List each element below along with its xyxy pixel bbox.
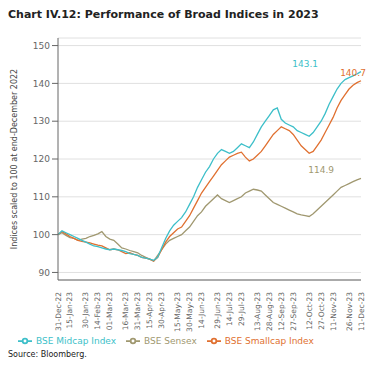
svg-text:29-Jul-23: 29-Jul-23 — [237, 292, 246, 326]
svg-text:100: 100 — [33, 230, 50, 240]
svg-text:11-Nov-23: 11-Nov-23 — [329, 292, 338, 331]
html-text:BSE Midcap Index: BSE Midcap Index — [36, 335, 117, 346]
svg-text:110: 110 — [33, 192, 50, 202]
svg-text:90: 90 — [39, 268, 51, 278]
svg-text:140: 140 — [33, 79, 50, 89]
svg-text:120: 120 — [33, 154, 50, 164]
html-text:Source: Bloomberg.: Source: Bloomberg. — [8, 350, 87, 359]
html-text:Chart IV.12: Performance of Br: Chart IV.12: Performance of Broad Indice… — [8, 8, 319, 21]
svg-text:14-Jul-23: 14-Jul-23 — [225, 292, 234, 326]
svg-text:27-Sep-23: 27-Sep-23 — [289, 292, 298, 331]
svg-text:26-Nov-23: 26-Nov-23 — [345, 292, 354, 331]
svg-text:14-Jun-23: 14-Jun-23 — [197, 292, 206, 329]
svg-text:01-Mar-23: 01-Mar-23 — [105, 292, 114, 330]
svg-text:30-Apr-23: 30-Apr-23 — [157, 292, 166, 329]
svg-text:11-Dec-23: 11-Dec-23 — [357, 292, 366, 331]
svg-text:13-Aug-23: 13-Aug-23 — [253, 292, 262, 331]
svg-text:29-Jun-23: 29-Jun-23 — [213, 292, 222, 329]
svg-text:16-Mar-23: 16-Mar-23 — [121, 292, 130, 330]
svg-text:12-Sep-23: 12-Sep-23 — [277, 292, 286, 331]
svg-text:31-Mar-23: 31-Mar-23 — [133, 292, 142, 330]
svg-text:27-Oct-23: 27-Oct-23 — [317, 292, 326, 330]
svg-text:14-Feb-23: 14-Feb-23 — [93, 292, 102, 330]
svg-text:15-Jan-23: 15-Jan-23 — [65, 292, 74, 329]
svg-text:130: 130 — [33, 116, 50, 126]
svg-text:28-Aug-23: 28-Aug-23 — [265, 292, 274, 331]
svg-text:114.9: 114.9 — [308, 165, 334, 175]
svg-text:12-Oct-23: 12-Oct-23 — [305, 292, 314, 330]
svg-text:31-Dec-22: 31-Dec-22 — [54, 292, 63, 331]
html-text:BSE Sensex: BSE Sensex — [144, 335, 197, 346]
svg-text:30-Jan-23: 30-Jan-23 — [81, 292, 90, 329]
svg-text:30-May-23: 30-May-23 — [185, 292, 194, 332]
html-text:BSE Smallcap Index: BSE Smallcap Index — [224, 335, 314, 346]
svg-text:143.1: 143.1 — [292, 59, 318, 69]
svg-text:15-May-23: 15-May-23 — [173, 292, 182, 332]
svg-text:Indices scaled to 100 at end-D: Indices scaled to 100 at end-December 20… — [10, 69, 19, 249]
svg-text:15-Apr-23: 15-Apr-23 — [145, 292, 154, 329]
svg-text:140.7: 140.7 — [340, 68, 366, 78]
svg-text:150: 150 — [33, 41, 50, 51]
